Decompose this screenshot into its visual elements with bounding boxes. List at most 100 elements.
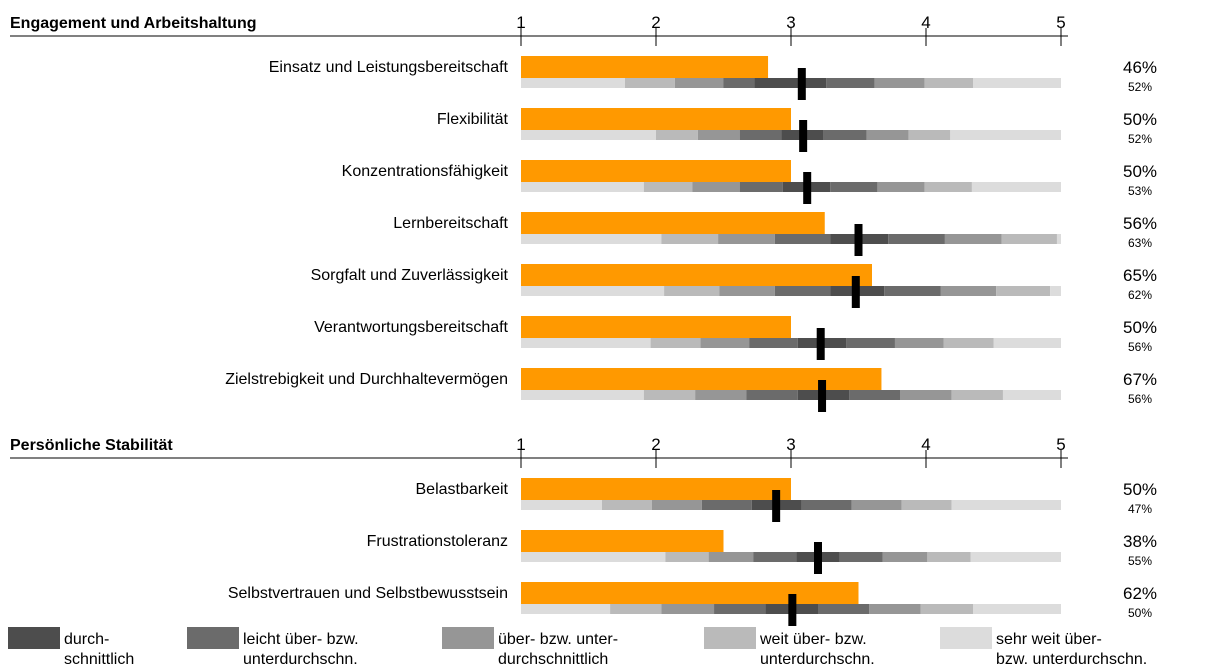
row-label: Flexibilität bbox=[437, 111, 509, 128]
reference-marker bbox=[854, 224, 863, 256]
legend-swatch bbox=[704, 627, 756, 649]
distribution-band-segment bbox=[920, 604, 974, 614]
distribution-band-segment bbox=[1001, 234, 1057, 244]
distribution-band-segment bbox=[950, 130, 1061, 140]
row-label: Selbstvertrauen und Selbstbewusstsein bbox=[228, 585, 508, 602]
legend-text: weit über- bzw. bbox=[759, 631, 867, 648]
distribution-band-segment bbox=[521, 390, 644, 400]
reference-marker bbox=[788, 594, 797, 626]
distribution-band-segment bbox=[746, 390, 798, 400]
tick-label: 5 bbox=[1056, 13, 1065, 32]
percentage: 65% bbox=[1123, 266, 1157, 285]
percentage: 56% bbox=[1123, 214, 1157, 233]
row-label: Zielstrebigkeit und Durchhaltevermögen bbox=[225, 371, 508, 388]
distribution-band-segment bbox=[877, 182, 925, 192]
distribution-band-segment bbox=[749, 338, 798, 348]
distribution-band-segment bbox=[826, 78, 875, 88]
distribution-band-segment bbox=[996, 286, 1051, 296]
distribution-band-segment bbox=[656, 130, 698, 140]
distribution-band-segment bbox=[753, 552, 797, 562]
distribution-band-segment bbox=[874, 78, 925, 88]
distribution-band-segment bbox=[661, 234, 719, 244]
tick-label: 2 bbox=[651, 435, 660, 454]
section-title: Engagement und Arbeitshaltung bbox=[10, 15, 257, 32]
distribution-band-segment bbox=[521, 500, 602, 510]
score-bar bbox=[521, 582, 859, 604]
reference-marker bbox=[772, 490, 781, 522]
distribution-band-segment bbox=[901, 500, 952, 510]
row-label: Belastbarkeit bbox=[416, 481, 509, 498]
distribution-band-segment bbox=[521, 552, 666, 562]
tick-label: 1 bbox=[516, 13, 525, 32]
distribution-band-segment bbox=[924, 78, 974, 88]
distribution-band-segment bbox=[970, 552, 1061, 562]
row-label: Lernbereitschaft bbox=[393, 215, 508, 232]
distribution-band-segment bbox=[521, 286, 665, 296]
distribution-band-segment bbox=[723, 78, 755, 88]
distribution-band-segment bbox=[719, 286, 775, 296]
reference-marker bbox=[851, 276, 860, 308]
row-label: Konzentrationsfähigkeit bbox=[342, 163, 509, 180]
percentage: 62% bbox=[1123, 584, 1157, 603]
distribution-band-segment bbox=[521, 234, 662, 244]
reference-percentage: 50% bbox=[1128, 606, 1152, 620]
legend-swatch bbox=[442, 627, 494, 649]
row-label: Verantwortungsbereitschaft bbox=[314, 319, 508, 336]
distribution-band-segment bbox=[882, 552, 928, 562]
distribution-band-segment bbox=[661, 604, 715, 614]
distribution-band-segment bbox=[849, 390, 901, 400]
score-bar bbox=[521, 368, 882, 390]
distribution-band-segment bbox=[714, 604, 766, 614]
legend-text: unterdurchschn. bbox=[760, 651, 875, 668]
distribution-band-segment bbox=[521, 130, 656, 140]
distribution-band-segment bbox=[866, 130, 909, 140]
reference-percentage: 47% bbox=[1128, 502, 1152, 516]
distribution-band-segment bbox=[1002, 390, 1061, 400]
legend-text: bzw. unterdurchschn. bbox=[996, 651, 1147, 668]
tick-label: 3 bbox=[786, 435, 795, 454]
distribution-band-segment bbox=[973, 604, 1061, 614]
distribution-band-segment bbox=[940, 286, 997, 296]
legend-swatch bbox=[8, 627, 60, 649]
distribution-band-segment bbox=[692, 182, 740, 192]
distribution-band-segment bbox=[674, 78, 724, 88]
reference-marker bbox=[818, 380, 827, 412]
legend-text: durchschnittlich bbox=[498, 651, 608, 668]
legend-text: über- bzw. unter- bbox=[498, 631, 618, 648]
score-bar bbox=[521, 316, 791, 338]
score-bar bbox=[521, 212, 825, 234]
distribution-band-segment bbox=[900, 390, 952, 400]
reference-percentage: 52% bbox=[1128, 80, 1152, 94]
score-bar bbox=[521, 108, 791, 130]
distribution-band-segment bbox=[521, 338, 651, 348]
distribution-band-segment bbox=[943, 338, 994, 348]
distribution-band-segment bbox=[739, 130, 782, 140]
distribution-band-segment bbox=[521, 78, 625, 88]
percentage: 50% bbox=[1123, 162, 1157, 181]
distribution-band-segment bbox=[521, 604, 611, 614]
distribution-band-segment bbox=[818, 604, 870, 614]
reference-percentage: 55% bbox=[1128, 554, 1152, 568]
distribution-band-segment bbox=[951, 500, 1061, 510]
distribution-band-segment bbox=[927, 552, 971, 562]
reference-marker bbox=[797, 68, 806, 100]
distribution-band-segment bbox=[602, 500, 652, 510]
tick-label: 3 bbox=[786, 13, 795, 32]
distribution-band-segment bbox=[610, 604, 662, 614]
distribution-band-segment bbox=[521, 182, 644, 192]
reference-marker bbox=[816, 328, 825, 360]
legend-text: schnittlich bbox=[64, 651, 134, 668]
distribution-band-segment bbox=[973, 78, 1061, 88]
percentage: 50% bbox=[1123, 318, 1157, 337]
reference-marker bbox=[799, 120, 808, 152]
distribution-band-segment bbox=[664, 286, 720, 296]
distribution-band-segment bbox=[971, 182, 1061, 192]
tick-label: 1 bbox=[516, 435, 525, 454]
score-bar bbox=[521, 530, 724, 552]
legend-text: sehr weit über- bbox=[996, 631, 1102, 648]
legend-swatch bbox=[940, 627, 992, 649]
tick-label: 5 bbox=[1056, 435, 1065, 454]
distribution-band-segment bbox=[739, 182, 783, 192]
distribution-band-segment bbox=[884, 286, 941, 296]
